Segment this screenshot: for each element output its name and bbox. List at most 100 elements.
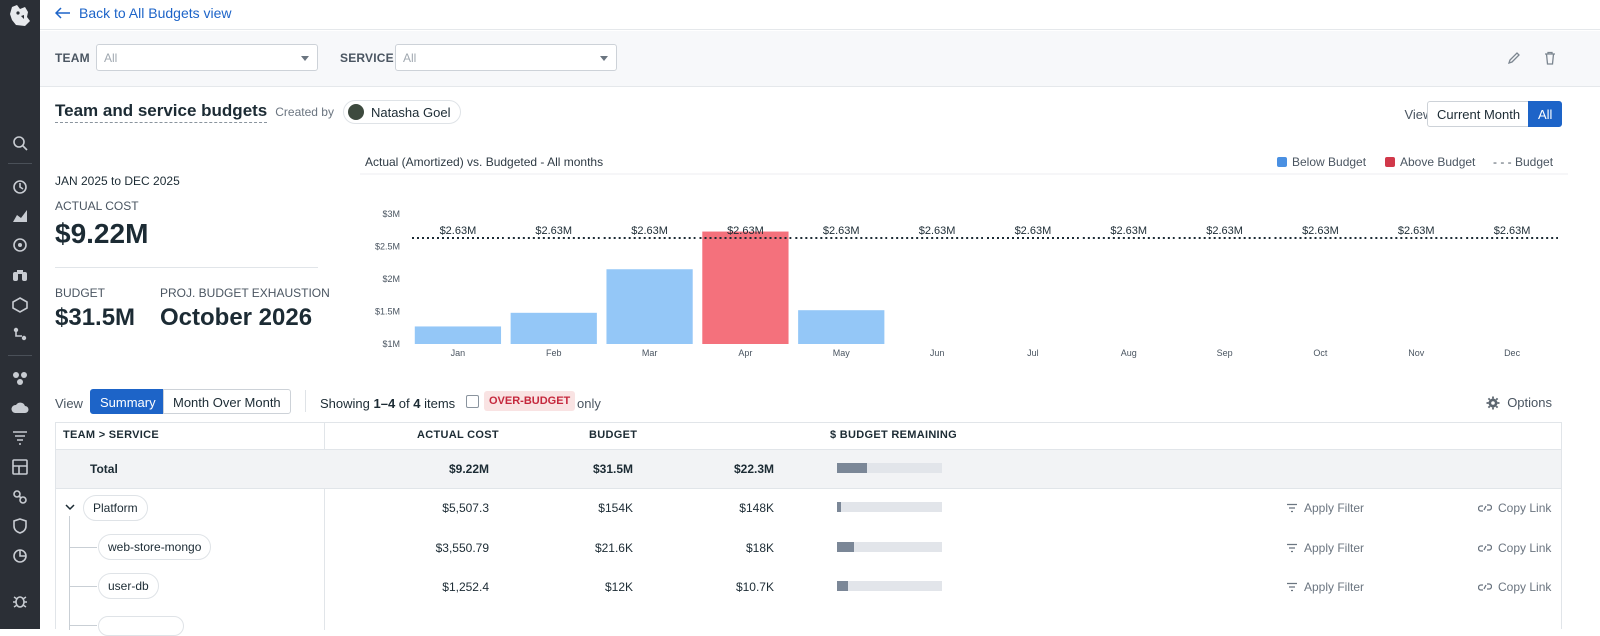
integrations-icon[interactable] — [11, 488, 29, 506]
creator-chip[interactable]: Natasha Goel — [342, 100, 462, 124]
bug-icon[interactable] — [11, 592, 29, 610]
bar-mar — [606, 269, 693, 344]
link-icon — [1478, 583, 1492, 591]
metrics-icon[interactable] — [11, 207, 29, 225]
legend-budget-label: - - - Budget — [1493, 155, 1554, 169]
view-current-month-button[interactable]: Current Month — [1427, 101, 1531, 127]
over-budget-checkbox[interactable] — [466, 395, 479, 408]
security-shield-icon[interactable] — [11, 517, 29, 535]
chevron-down-icon[interactable] — [64, 502, 76, 512]
apply-filter-button[interactable]: Apply Filter — [1286, 541, 1364, 555]
legend-above-label: Above Budget — [1400, 155, 1476, 169]
showing-items-text: Showing 1–4 of 4 items — [320, 396, 455, 411]
usage-fill — [837, 581, 848, 591]
team-filter-select[interactable]: All — [96, 44, 318, 71]
tree-line — [69, 625, 97, 626]
total-usage-bar — [837, 463, 942, 473]
over-budget-badge: OVER-BUDGET — [484, 391, 576, 411]
platform-usage-bar — [837, 502, 942, 512]
budget-label-feb: $2.63M — [535, 225, 572, 237]
tree-line — [69, 586, 97, 587]
edit-pencil-icon[interactable] — [1507, 51, 1521, 65]
budget-label-aug: $2.63M — [1110, 225, 1147, 237]
summary-view-button[interactable]: Summary — [90, 389, 166, 414]
user-db-budget: $12K — [604, 580, 633, 594]
only-label: only — [577, 396, 601, 411]
options-button[interactable]: Options — [1486, 395, 1552, 410]
x-tick-label-may: May — [833, 348, 851, 358]
budget-table: TEAM > SERVICE ACTUAL COST BUDGET $ BUDG… — [55, 422, 1562, 636]
legend-below-label: Below Budget — [1292, 155, 1367, 169]
back-link-label: Back to All Budgets view — [79, 5, 232, 21]
search-icon[interactable] — [11, 134, 29, 152]
service-filter-select[interactable]: All — [395, 44, 617, 71]
service-filter-label: SERVICE — [340, 51, 394, 65]
actual-cost-label: ACTUAL COST — [55, 199, 139, 213]
title-row: Team and service budgets Created by Nata… — [55, 100, 462, 124]
dashboards-icon[interactable] — [11, 458, 29, 476]
showing-range: 1–4 — [373, 396, 396, 411]
x-tick-label-nov: Nov — [1408, 348, 1425, 358]
service-chip-web-store-mongo[interactable]: web-store-mongo — [98, 534, 212, 560]
gear-icon — [1486, 396, 1500, 409]
service-chip-partial[interactable] — [98, 616, 184, 636]
app-sidebar — [0, 0, 40, 629]
legend-above-budget[interactable]: Above Budget — [1385, 155, 1475, 169]
y-tick-label: $1.5M — [375, 307, 400, 317]
budget-label-oct: $2.63M — [1302, 225, 1339, 237]
copy-link-label: Copy Link — [1498, 541, 1552, 555]
apply-filter-button[interactable]: Apply Filter — [1286, 501, 1364, 515]
datadog-logo-icon[interactable] — [7, 3, 33, 29]
usage-fill — [837, 542, 854, 552]
copy-link-button[interactable]: Copy Link — [1478, 501, 1551, 515]
platform-budget: $154K — [598, 501, 633, 515]
apply-filter-label: Apply Filter — [1304, 580, 1365, 594]
x-tick-label-jan: Jan — [451, 348, 466, 358]
cloud-cost-icon[interactable] — [11, 399, 29, 417]
header-team-service: TEAM > SERVICE — [63, 429, 159, 441]
binoculars-icon[interactable] — [11, 266, 29, 284]
monitors-icon[interactable] — [11, 236, 29, 254]
x-tick-label-feb: Feb — [546, 348, 562, 358]
exhaustion-label: PROJ. BUDGET EXHAUSTION — [160, 286, 330, 300]
apm-icon[interactable] — [11, 325, 29, 343]
view-all-button[interactable]: All — [1528, 101, 1563, 127]
filter-bar: TEAM All SERVICE All — [40, 31, 1600, 87]
x-tick-label-jul: Jul — [1027, 348, 1039, 358]
x-tick-label-sep: Sep — [1217, 348, 1233, 358]
service-chip-user-db[interactable]: user-db — [98, 573, 159, 599]
team-chip-platform[interactable]: Platform — [83, 495, 148, 521]
chart-title: Actual (Amortized) vs. Budgeted - All mo… — [365, 155, 604, 169]
budget-label: BUDGET — [55, 286, 106, 300]
main-content: Back to All Budgets view TEAM All SERVIC… — [40, 0, 1600, 636]
budget-label-apr: $2.63M — [727, 225, 764, 237]
apply-filter-button[interactable]: Apply Filter — [1286, 580, 1364, 594]
back-to-budgets-link[interactable]: Back to All Budgets view — [55, 5, 232, 21]
filter-lines-icon — [1287, 582, 1297, 592]
budget-label-jul: $2.63M — [1015, 225, 1052, 237]
budget-bar-chart: $1M $1.5M $2M $2.5M $3M $2.63M Jan $2.63M Feb $2.… — [360, 173, 1568, 358]
delete-trash-icon[interactable] — [1543, 51, 1557, 65]
legend-below-budget[interactable]: Below Budget — [1277, 155, 1366, 169]
history-icon[interactable] — [11, 178, 29, 196]
usage-fill — [837, 502, 842, 512]
page-title: Team and service budgets — [55, 101, 268, 123]
controls-divider — [305, 390, 306, 412]
budget-label-may: $2.63M — [823, 225, 860, 237]
legend-budget-line[interactable]: - - - Budget — [1493, 155, 1553, 169]
month-over-month-button[interactable]: Month Over Month — [163, 389, 291, 414]
x-tick-label-mar: Mar — [642, 348, 658, 358]
row-divider — [56, 449, 1561, 450]
platform-remaining: $148K — [739, 501, 774, 515]
showing-prefix: Showing — [320, 396, 374, 411]
copy-link-button[interactable]: Copy Link — [1478, 580, 1551, 594]
synthetics-icon[interactable] — [11, 547, 29, 565]
infrastructure-icon[interactable] — [11, 296, 29, 314]
showing-total: 4 — [413, 396, 421, 411]
copy-link-button[interactable]: Copy Link — [1478, 541, 1551, 555]
user-db-remaining: $10.7K — [735, 580, 774, 594]
link-icon — [1478, 544, 1492, 552]
logs-icon[interactable] — [11, 428, 29, 446]
total-actual: $9.22M — [448, 462, 489, 476]
services-icon[interactable] — [11, 369, 29, 387]
